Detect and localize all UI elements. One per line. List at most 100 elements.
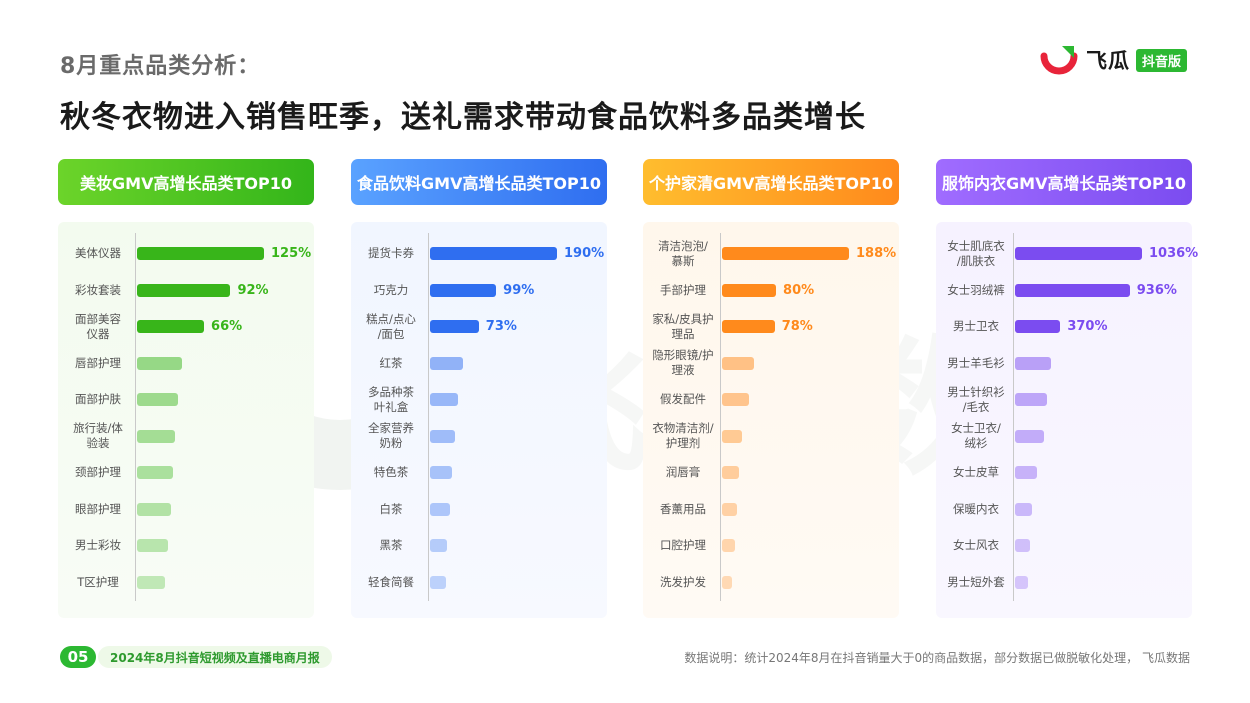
beauty-category-label: T区护理 — [77, 574, 119, 589]
panel-body-personal-care — [643, 222, 899, 618]
personal-care-category-label: 家私/皮具护 理品 — [652, 311, 714, 341]
page-subtitle: 8月重点品类分析： — [60, 54, 261, 79]
personal-care-category-label: 口腔护理 — [660, 538, 706, 552]
beauty-category-label: 彩妆套装 — [75, 282, 121, 297]
beauty-bar — [137, 429, 175, 443]
beauty-bar — [137, 502, 171, 516]
apparel-bar — [1015, 466, 1038, 479]
personal-care-bar — [722, 247, 849, 260]
apparel-bar — [1015, 502, 1033, 516]
beauty-axis-line — [135, 233, 136, 601]
personal-care-category-label: 香薰用品 — [660, 501, 706, 516]
apparel-value-label: 1036% — [1149, 246, 1199, 261]
apparel-bar — [1015, 575, 1029, 589]
beauty-category-label: 美体仪器 — [75, 246, 121, 260]
food-category-label: 提货卡券 — [368, 246, 414, 260]
personal-care-bar — [722, 356, 755, 370]
brand-logo: 飞瓜 抖音版 — [1040, 44, 1188, 76]
food-bar — [430, 320, 479, 333]
personal-care-category-label: 衣物清洁剂/护理剂 — [652, 421, 714, 450]
beauty-bar — [137, 466, 173, 479]
food-category-label: 糕点/点心/面包 — [366, 311, 416, 341]
personal-care-bar — [722, 393, 750, 406]
beauty-bar — [137, 575, 166, 589]
personal-care-bar — [722, 502, 737, 516]
beauty-bar — [137, 283, 231, 297]
food-category-label: 特色茶 — [373, 465, 409, 479]
apparel-value-label: 370% — [1067, 319, 1108, 334]
food-category-label: 黑茶 — [379, 538, 403, 552]
food-category-label: 轻食简餐 — [368, 574, 414, 589]
personal-care-bar — [722, 539, 735, 552]
apparel-bar — [1015, 283, 1130, 297]
beauty-bar — [137, 356, 182, 370]
beauty-category-label: 面部护肤 — [75, 392, 121, 406]
beauty-bar — [137, 247, 264, 260]
panel-header-beauty: 美妆GMV高增长品类TOP10 — [58, 159, 314, 205]
panel-body-apparel — [936, 222, 1192, 618]
panel-body-food — [351, 222, 607, 618]
food-bar — [430, 466, 453, 479]
food-bar — [430, 393, 459, 406]
food-bar — [430, 539, 448, 552]
personal-care-bar — [722, 575, 733, 589]
feigua-logo-icon — [1040, 46, 1078, 75]
apparel-bar — [1015, 429, 1045, 443]
beauty-bar — [137, 393, 178, 406]
personal-care-bar — [722, 320, 775, 333]
apparel-bar — [1015, 356, 1051, 370]
beauty-category-label: 眼部护理 — [75, 501, 121, 516]
beauty-bar — [137, 320, 205, 333]
beauty-category-label: 旅行装/体 验装 — [73, 421, 123, 450]
panel-header-food: 食品饮料GMV高增长品类TOP10 — [351, 159, 607, 205]
beauty-bar — [137, 539, 169, 552]
apparel-bar — [1015, 247, 1142, 260]
food-value-label: 99% — [503, 282, 535, 298]
panel-header-apparel: 服饰内衣GMV高增长品类TOP10 — [936, 159, 1192, 205]
food-category-label: 红茶 — [379, 355, 403, 370]
beauty-value-label: 92% — [237, 282, 269, 298]
apparel-bar — [1015, 539, 1030, 552]
personal-care-bar — [722, 283, 777, 297]
food-value-label: 73% — [485, 319, 517, 334]
apparel-bar — [1015, 393, 1047, 406]
food-bar — [430, 502, 451, 516]
personal-care-category-label: 隐形眼镜/护 理液 — [652, 348, 714, 377]
apparel-category-label: 女士羽绒裤 — [947, 282, 1005, 297]
apparel-category-label: 男士卫衣 — [953, 319, 999, 333]
food-bar — [430, 247, 557, 260]
apparel-category-label: 女士卫衣/绒衫 — [951, 421, 1001, 450]
apparel-category-label: 男士针织衫/毛衣 — [947, 384, 1005, 414]
personal-care-value-label: 78% — [781, 319, 813, 334]
food-axis-line — [428, 233, 429, 601]
food-bar — [430, 429, 455, 443]
panel-body-beauty — [58, 222, 314, 618]
apparel-category-label: 女士皮草 — [953, 465, 999, 479]
apparel-category-label: 女士肌底衣/肌肤衣 — [947, 238, 1005, 268]
report-name: 2024年8月抖音短视频及直播电商月报 — [98, 646, 332, 668]
personal-care-category-label: 洗发护发 — [660, 574, 706, 589]
logo-badge: 抖音版 — [1136, 48, 1188, 72]
beauty-category-label: 男士彩妆 — [75, 538, 121, 552]
beauty-category-label: 唇部护理 — [75, 355, 121, 370]
apparel-category-label: 男士羊毛衫 — [947, 355, 1005, 370]
food-category-label: 白茶 — [379, 501, 403, 516]
beauty-category-label: 颈部护理 — [75, 465, 121, 479]
personal-care-value-label: 188% — [856, 246, 897, 261]
page-number-badge: 05 — [60, 646, 96, 668]
food-category-label: 多品种茶 叶礼盒 — [368, 384, 414, 414]
apparel-category-label: 男士短外套 — [947, 574, 1005, 589]
personal-care-category-label: 手部护理 — [660, 282, 706, 297]
personal-care-category-label: 润唇膏 — [665, 465, 701, 479]
personal-care-axis-line — [720, 233, 721, 601]
apparel-bar — [1015, 320, 1061, 333]
food-category-label: 全家营养 奶粉 — [368, 421, 414, 450]
apparel-category-label: 保暖内衣 — [953, 501, 999, 516]
data-note: 数据说明：统计2024年8月在抖音销量大于0的商品数据，部分数据已做脱敏化处理，… — [684, 651, 1190, 665]
apparel-category-label: 女士风衣 — [953, 538, 999, 552]
panel-header-personal-care: 个护家清GMV高增长品类TOP10 — [643, 159, 899, 205]
personal-care-category-label: 假发配件 — [660, 392, 706, 406]
food-category-label: 巧克力 — [373, 282, 409, 297]
food-bar — [430, 283, 497, 297]
logo-text: 飞瓜 — [1086, 49, 1130, 73]
